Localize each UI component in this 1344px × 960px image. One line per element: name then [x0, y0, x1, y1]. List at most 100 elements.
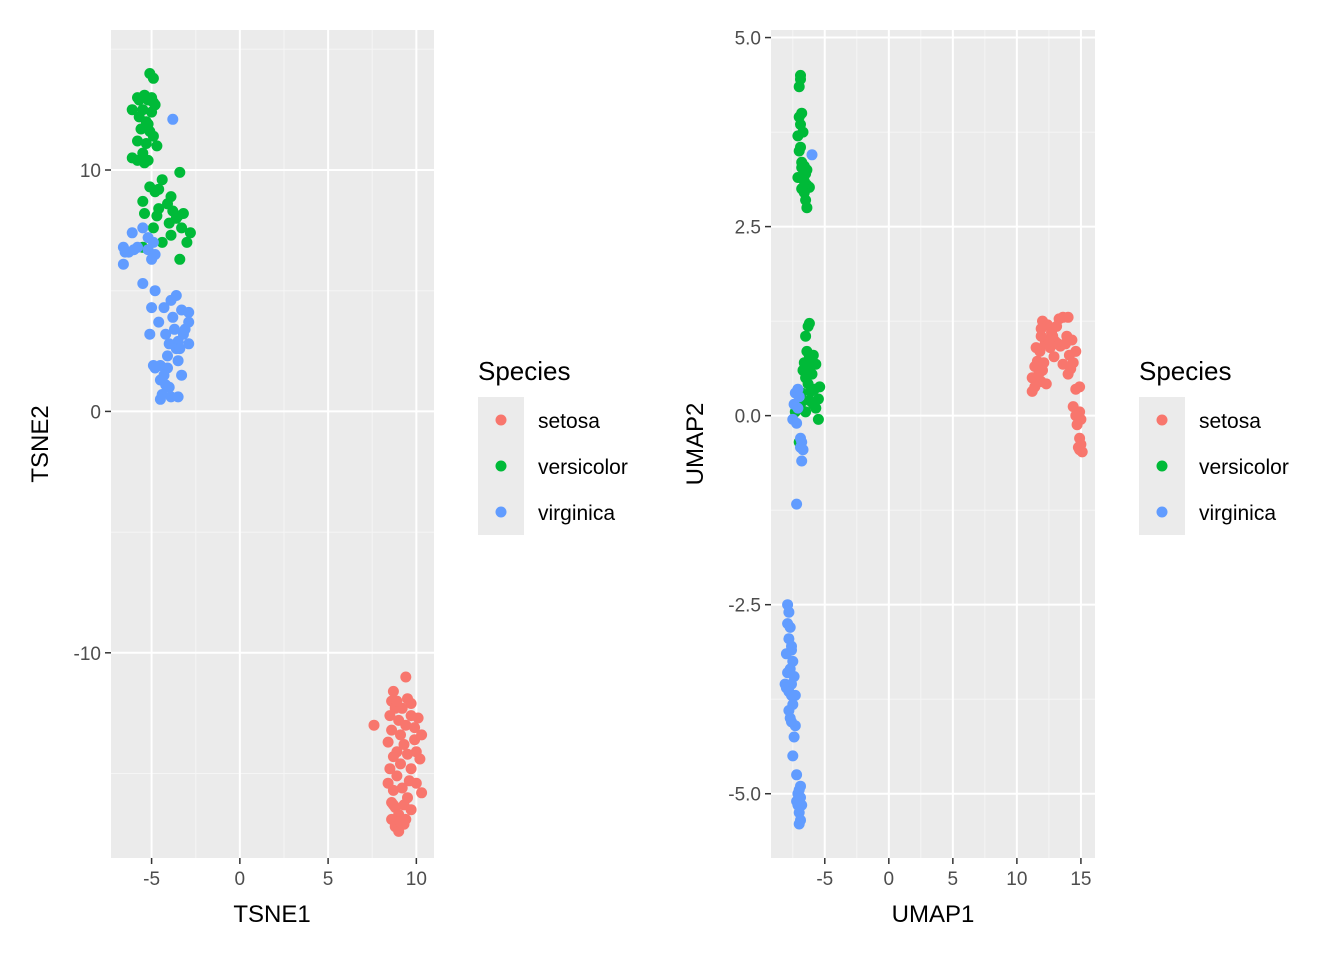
umap-point-virginica — [791, 417, 803, 429]
umap-legend-title: Species — [1139, 356, 1232, 386]
umap-x-tick-label: 15 — [1070, 869, 1091, 890]
umap-y-tick-label: -5.0 — [728, 785, 761, 806]
umap-point-virginica — [789, 720, 801, 732]
tsne-point-setosa — [387, 799, 399, 811]
umap-point-virginica — [788, 671, 800, 682]
umap-point-versicolor — [801, 202, 813, 214]
tsne-point-versicolor — [174, 253, 186, 265]
umap-point-versicolor — [793, 145, 805, 157]
tsne-x-axis-title: TSNE1 — [233, 901, 310, 928]
tsne-point-virginica — [137, 278, 149, 289]
umap-y-tick-label: -2.5 — [728, 596, 761, 617]
tsne-point-versicolor — [142, 118, 154, 130]
umap-point-versicolor — [810, 402, 822, 414]
umap-point-virginica — [791, 498, 803, 510]
tsne-point-setosa — [410, 777, 422, 789]
tsne-point-versicolor — [162, 198, 173, 210]
tsne-legend-dot-virginica — [495, 506, 507, 518]
umap-legend-dot-setosa — [1156, 414, 1168, 426]
tsne-point-versicolor — [140, 138, 152, 149]
tsne-point-virginica — [154, 393, 166, 405]
tsne-x-tick-label: 5 — [323, 869, 334, 890]
tsne-point-setosa — [409, 734, 421, 746]
umap-point-versicolor — [805, 385, 817, 397]
tsne-point-versicolor — [147, 222, 159, 234]
tsne-point-setosa — [386, 724, 398, 736]
umap-y-axis-title: UMAP2 — [682, 403, 709, 486]
tsne-legend-title: Species — [478, 356, 571, 386]
umap-point-virginica — [789, 689, 801, 701]
umap-point-virginica — [784, 621, 796, 633]
tsne-legend-dot-setosa — [495, 414, 507, 426]
tsne-point-virginica — [174, 343, 186, 355]
umap-x-tick-label: 5 — [948, 869, 959, 890]
umap-y-tick-label: 2.5 — [735, 218, 761, 239]
umap-legend-label-versicolor: versicolor — [1199, 456, 1289, 479]
tsne-point-versicolor — [165, 229, 177, 241]
umap-plot-panel — [771, 30, 1095, 858]
tsne-point-virginica — [153, 316, 165, 328]
umap-point-setosa — [1071, 419, 1083, 431]
tsne-point-setosa — [384, 763, 396, 775]
umap-point-versicolor — [793, 81, 805, 93]
tsne-point-virginica — [146, 302, 158, 314]
tsne-point-versicolor — [174, 166, 186, 178]
tsne-point-versicolor — [153, 183, 165, 195]
tsne-x-tick-label: -5 — [143, 869, 160, 890]
tsne-point-versicolor — [156, 174, 168, 186]
tsne-x-tick-label: 0 — [235, 869, 246, 890]
tsne-x-ticks: -5 0 5 10 — [143, 858, 427, 890]
umap-point-setosa — [1048, 351, 1060, 363]
tsne-point-setosa — [387, 751, 399, 763]
umap-point-versicolor — [812, 413, 824, 425]
tsne-point-virginica — [158, 369, 170, 381]
umap-legend-label-setosa: setosa — [1199, 410, 1261, 433]
tsne-point-virginica — [144, 328, 156, 340]
tsne-legend-label-virginica: virginica — [538, 502, 615, 525]
umap-point-virginica — [788, 731, 800, 743]
umap-point-setosa — [1065, 363, 1077, 375]
tsne-legend-label-setosa: setosa — [538, 410, 600, 433]
tsne-point-virginica — [176, 369, 188, 381]
tsne-point-setosa — [400, 671, 412, 683]
umap-point-setosa — [1060, 338, 1071, 350]
umap-point-versicolor — [798, 175, 810, 187]
tsne-point-versicolor — [147, 130, 159, 142]
tsne-point-virginica — [119, 246, 131, 258]
umap-point-setosa — [1070, 410, 1082, 422]
tsne-point-virginica — [146, 253, 158, 265]
tsne-point-virginica — [137, 222, 149, 234]
tsne-y-ticks: -10 0 10 — [74, 161, 111, 665]
tsne-y-axis-title: TSNE2 — [27, 405, 54, 482]
tsne-legend-dot-versicolor — [495, 460, 507, 472]
tsne-point-versicolor — [133, 94, 145, 106]
tsne-point-setosa — [395, 816, 406, 828]
umap-point-virginica — [787, 750, 799, 762]
tsne-point-setosa — [414, 753, 426, 765]
tsne-point-versicolor — [132, 135, 143, 147]
umap-point-versicolor — [802, 320, 814, 332]
tsne-grid — [111, 30, 434, 858]
tsne-point-setosa — [400, 719, 412, 731]
umap-y-tick-label: 5.0 — [735, 29, 761, 50]
tsne-point-virginica — [167, 113, 179, 125]
tsne-point-virginica — [126, 227, 138, 239]
tsne-point-setosa — [405, 763, 417, 775]
tsne-y-tick-label: -10 — [74, 644, 101, 665]
umap-point-setosa — [1035, 330, 1047, 342]
tsne-point-versicolor — [149, 99, 161, 111]
tsne-point-versicolor — [184, 227, 196, 239]
umap-legend-dot-versicolor — [1156, 460, 1168, 472]
tsne-point-virginica — [149, 285, 161, 297]
tsne-point-setosa — [382, 736, 394, 748]
umap-point-virginica — [783, 606, 795, 618]
umap-y-tick-label: 0.0 — [735, 407, 761, 428]
umap-point-setosa — [1072, 441, 1084, 453]
umap-point-versicolor — [800, 330, 812, 342]
umap-points — [779, 69, 1088, 830]
tsne-point-setosa — [387, 784, 399, 796]
tsne-point-setosa — [416, 787, 428, 799]
tsne-point-setosa — [384, 710, 396, 722]
umap-point-virginica — [793, 818, 805, 830]
umap-point-versicolor — [792, 130, 804, 142]
